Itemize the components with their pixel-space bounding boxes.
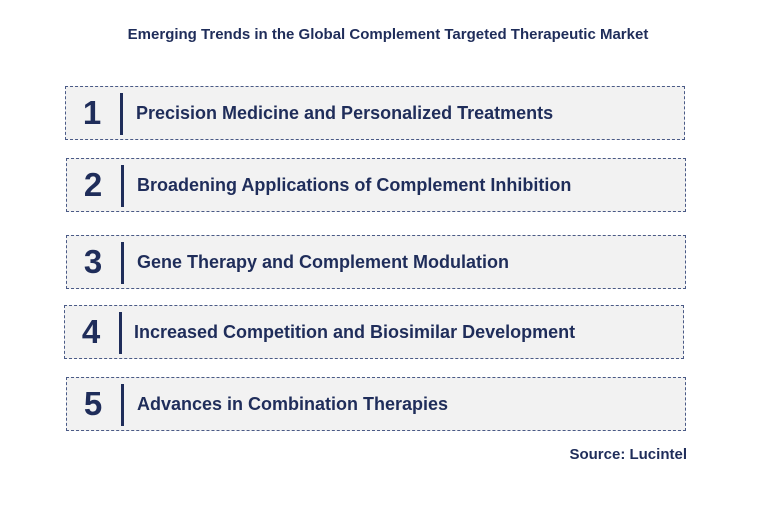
- divider-bar: [121, 165, 124, 207]
- trend-item-5: 5 Advances in Combination Therapies: [66, 377, 686, 431]
- trend-item-3: 3 Gene Therapy and Complement Modulation: [66, 235, 686, 289]
- divider-bar: [120, 93, 123, 135]
- trend-number: 2: [83, 166, 103, 203]
- trend-number: 1: [82, 94, 102, 131]
- divider-bar: [121, 384, 124, 426]
- trend-label: Advances in Combination Therapies: [137, 393, 449, 414]
- divider-bar: [121, 242, 124, 284]
- trend-number: 3: [83, 243, 103, 280]
- trend-item-2: 2 Broadening Applications of Complement …: [66, 158, 686, 212]
- trend-number: 4: [81, 313, 101, 350]
- trend-label: Increased Competition and Biosimilar Dev…: [134, 321, 576, 342]
- divider-bar: [119, 312, 122, 354]
- source-note: Source: Lucintel: [569, 446, 687, 463]
- diagram-title: Emerging Trends in the Global Complement…: [127, 26, 649, 43]
- trend-number: 5: [83, 385, 103, 422]
- trend-item-4: 4 Increased Competition and Biosimilar D…: [64, 305, 684, 359]
- trend-item-1: 1 Precision Medicine and Personalized Tr…: [65, 86, 685, 140]
- trend-label: Precision Medicine and Personalized Trea…: [136, 102, 554, 123]
- trend-label: Broadening Applications of Complement In…: [137, 174, 572, 195]
- trend-label: Gene Therapy and Complement Modulation: [137, 251, 510, 272]
